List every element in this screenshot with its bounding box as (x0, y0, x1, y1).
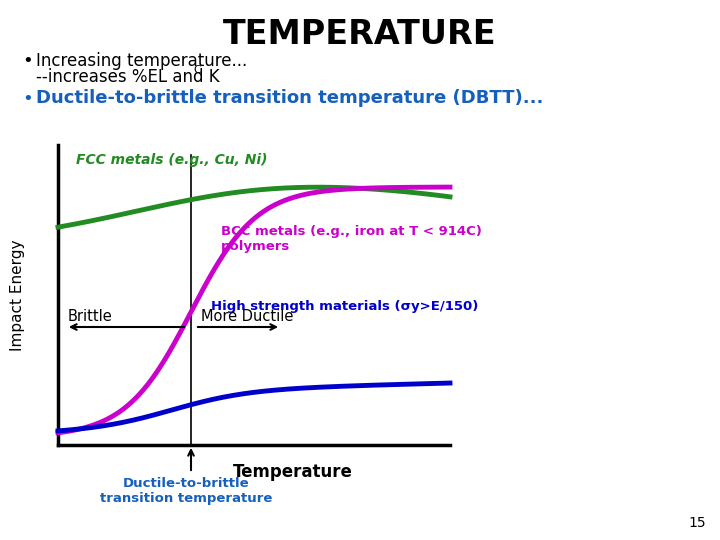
Text: 15: 15 (688, 516, 706, 530)
Text: Temperature: Temperature (233, 463, 353, 481)
Text: Brittle: Brittle (68, 309, 113, 324)
Text: Ductile-to-brittle
transition temperature: Ductile-to-brittle transition temperatur… (100, 477, 272, 505)
Text: C: C (193, 65, 201, 75)
Text: •: • (22, 52, 32, 70)
Text: More Ductile: More Ductile (201, 309, 293, 324)
Text: Ductile-to-brittle transition temperature (DBTT)...: Ductile-to-brittle transition temperatur… (36, 89, 544, 107)
Text: Increasing temperature...: Increasing temperature... (36, 52, 247, 70)
Text: BCC metals (e.g., iron at T < 914C)
polymers: BCC metals (e.g., iron at T < 914C) poly… (221, 225, 482, 253)
Text: •: • (22, 90, 32, 108)
Text: --increases %EL and K: --increases %EL and K (36, 68, 220, 86)
Text: FCC metals (e.g., Cu, Ni): FCC metals (e.g., Cu, Ni) (76, 153, 268, 167)
Text: Impact Energy: Impact Energy (11, 239, 25, 351)
Text: High strength materials (σy>E/150): High strength materials (σy>E/150) (211, 300, 478, 313)
Text: TEMPERATURE: TEMPERATURE (223, 18, 497, 51)
